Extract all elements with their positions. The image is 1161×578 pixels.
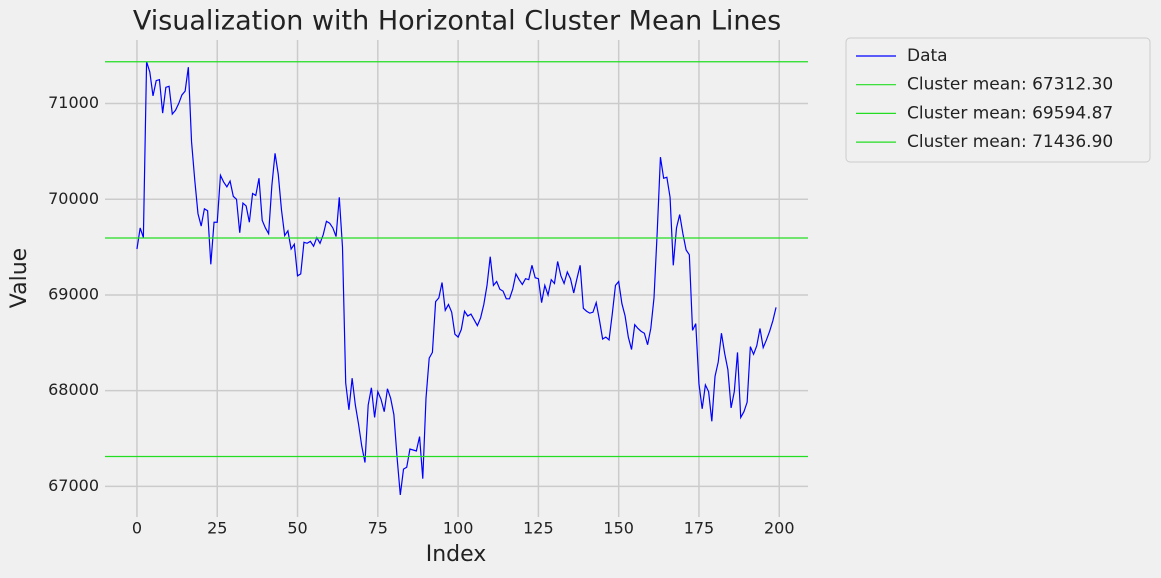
legend-label: Cluster mean: 67312.30 <box>907 75 1113 95</box>
y-tick-label: 70000 <box>48 189 99 208</box>
x-tick-label: 25 <box>207 519 227 538</box>
x-tick-label: 0 <box>132 519 142 538</box>
chart-title: Visualization with Horizontal Cluster Me… <box>133 6 781 37</box>
x-tick-label: 100 <box>443 519 474 538</box>
x-tick-label: 125 <box>523 519 554 538</box>
y-tick-label: 67000 <box>48 476 99 495</box>
y-tick-label: 71000 <box>48 93 99 112</box>
legend-label: Data <box>907 46 948 66</box>
x-axis-label: Index <box>426 542 487 567</box>
data-line <box>136 61 777 496</box>
x-tick-label: 75 <box>368 519 388 538</box>
y-tick-label: 69000 <box>48 284 99 303</box>
legend-label: Cluster mean: 71436.90 <box>907 132 1113 152</box>
y-axis-label: Value <box>7 248 32 308</box>
x-tick-label: 150 <box>603 519 634 538</box>
legend-label: Cluster mean: 69594.87 <box>907 103 1113 123</box>
legend-box <box>845 37 1151 163</box>
x-tick-label: 50 <box>287 519 307 538</box>
y-tick-label: 68000 <box>48 380 99 399</box>
x-tick-label: 200 <box>764 519 795 538</box>
x-tick-label: 175 <box>684 519 715 538</box>
